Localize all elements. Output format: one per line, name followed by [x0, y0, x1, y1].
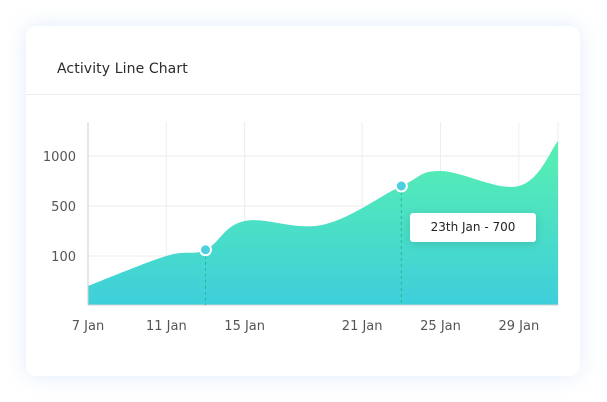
guide-lines — [205, 192, 402, 305]
x-tick-label: 15 Jan — [224, 319, 265, 334]
data-tooltip: 23th Jan - 700 — [410, 213, 536, 242]
x-tick-label: 7 Jan — [72, 319, 104, 334]
y-tick-labels: 100 500 1000 — [43, 150, 76, 265]
chart-card: Activity Line Chart 100 500 1000 7 Jan 11 J… — [26, 26, 580, 376]
point-markers — [199, 179, 408, 257]
x-tick-label: 29 Jan — [498, 319, 539, 334]
x-tick-labels: 7 Jan 11 Jan 15 Jan 21 Jan 25 Jan 29 Jan — [72, 319, 539, 334]
y-tick-label: 500 — [51, 200, 76, 215]
x-tick-label: 11 Jan — [146, 319, 187, 334]
activity-line-chart: 100 500 1000 7 Jan 11 Jan 15 Jan 21 Jan 25 Jan… — [43, 122, 559, 334]
x-tick-label: 25 Jan — [420, 319, 461, 334]
axes — [87, 122, 558, 306]
card-title: Activity Line Chart — [57, 61, 188, 77]
data-point-marker[interactable] — [394, 179, 408, 193]
y-tick-label: 100 — [51, 250, 76, 265]
data-point-marker[interactable] — [199, 243, 212, 257]
y-tick-label: 1000 — [43, 150, 76, 165]
card-header: Activity Line Chart — [26, 26, 580, 95]
x-tick-label: 21 Jan — [342, 319, 383, 334]
